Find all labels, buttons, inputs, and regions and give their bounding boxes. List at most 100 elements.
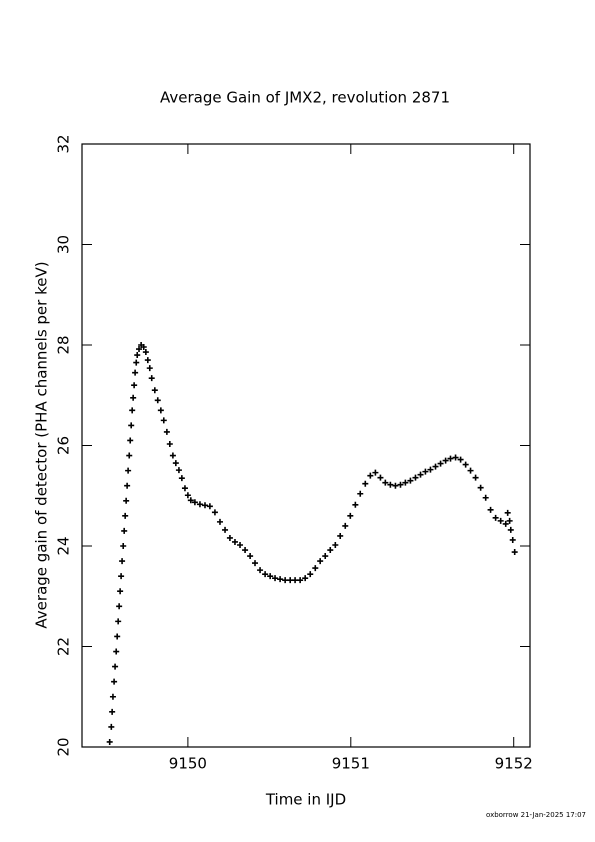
data-point [472, 474, 479, 481]
footer: oxborrow 21-Jan-2025 17:07 [486, 811, 586, 819]
data-point [337, 532, 344, 539]
data-point [427, 466, 434, 473]
data-point [362, 480, 369, 487]
data-point [106, 738, 113, 745]
y-tick-label: 30 [55, 235, 73, 254]
data-point [367, 472, 374, 479]
data-point [123, 497, 130, 504]
data-point [160, 417, 167, 424]
data-point [136, 346, 143, 353]
data-point [118, 573, 125, 580]
data-point [407, 477, 414, 484]
data-point [151, 387, 158, 394]
data-point [142, 349, 149, 356]
data-point [387, 481, 394, 488]
data-point [146, 365, 153, 372]
data-point [175, 467, 182, 474]
data-point [116, 603, 123, 610]
data-point [257, 567, 264, 574]
data-point [148, 375, 155, 382]
data-point [507, 526, 514, 533]
y-axis-label: Average gain of detector (PHA channels p… [33, 261, 51, 628]
data-point [124, 482, 131, 489]
data-point [442, 457, 449, 464]
data-point [113, 648, 120, 655]
data-point [342, 522, 349, 529]
data-point [357, 490, 364, 497]
data-point [178, 475, 185, 482]
data-point [115, 618, 122, 625]
data-point [509, 536, 516, 543]
data-point [184, 492, 191, 499]
data-point [226, 534, 233, 541]
data-point [126, 452, 133, 459]
data-point [397, 481, 404, 488]
data-point [109, 693, 116, 700]
x-tick-label: 9152 [495, 755, 533, 773]
data-point [352, 501, 359, 508]
data-point [437, 460, 444, 467]
x-tick-label: 9151 [332, 755, 370, 773]
data-point [372, 469, 379, 476]
data-point [327, 547, 334, 554]
y-tick-label: 28 [55, 335, 73, 354]
data-point [131, 382, 138, 389]
data-point [506, 517, 513, 524]
y-tick-label: 22 [55, 637, 73, 656]
data-point [297, 577, 304, 584]
data-point [347, 512, 354, 519]
data-point [206, 503, 213, 510]
data-point [163, 428, 170, 435]
data-point [502, 520, 509, 527]
data-point [122, 512, 129, 519]
data-point [237, 541, 244, 548]
data-point [172, 460, 179, 467]
data-point [487, 506, 494, 513]
y-tick-label: 26 [55, 436, 73, 455]
data-point [332, 541, 339, 548]
data-point [302, 575, 309, 582]
data-point [140, 344, 147, 351]
data-point [392, 482, 399, 489]
y-tick-label: 24 [55, 536, 73, 555]
data-point [112, 663, 119, 670]
data-point [108, 723, 115, 730]
data-point [133, 359, 140, 366]
data-point [322, 553, 329, 560]
data-point [282, 577, 289, 584]
data-point [169, 452, 176, 459]
data-point [144, 357, 151, 364]
x-tick-label: 9150 [169, 755, 207, 773]
data-point [211, 509, 218, 516]
data-point [477, 484, 484, 491]
data-point [272, 575, 279, 582]
data-point [247, 553, 254, 560]
data-point [109, 708, 116, 715]
data-point [417, 471, 424, 478]
data-point [432, 463, 439, 470]
data-point [262, 571, 269, 578]
data-point [377, 474, 384, 481]
data-point [317, 558, 324, 565]
data-point [157, 407, 164, 414]
data-point [467, 467, 474, 474]
data-point [422, 468, 429, 475]
data-point [492, 514, 499, 521]
data-point [222, 526, 229, 533]
data-point [216, 518, 223, 525]
data-point [127, 437, 134, 444]
data-point [119, 558, 126, 565]
data-point [120, 543, 127, 549]
data-point [117, 588, 124, 595]
data-point [130, 394, 137, 401]
y-tick-label: 20 [55, 737, 73, 756]
data-point [201, 502, 208, 509]
data-point [125, 467, 132, 474]
data-point [121, 527, 128, 534]
data-point [252, 560, 259, 567]
data-point [292, 577, 299, 584]
data-point [462, 461, 469, 468]
data-point [412, 474, 419, 481]
